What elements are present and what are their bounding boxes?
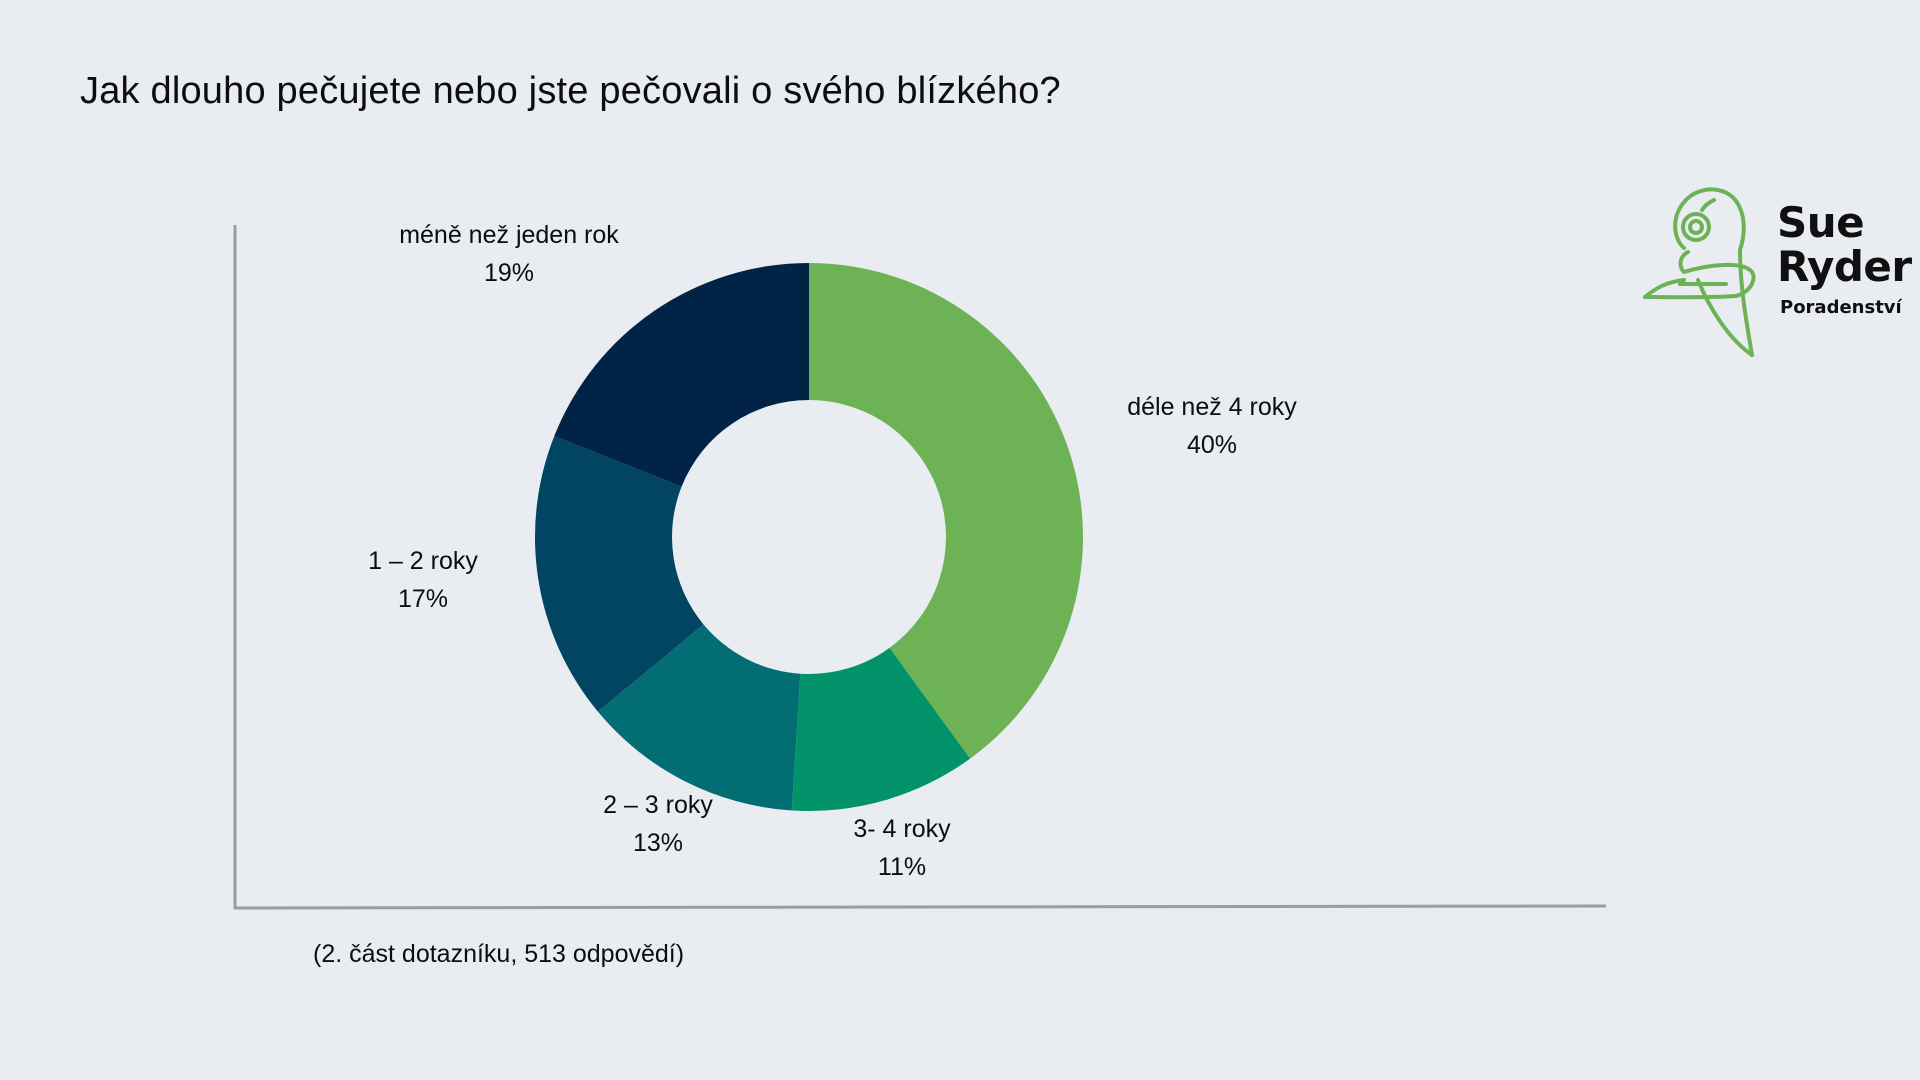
footnote: (2. část dotazníku, 513 odpovědí) (313, 940, 685, 968)
donut-slice (791, 647, 971, 811)
donut-slice (597, 624, 801, 811)
slice-value-label: 40% (1187, 431, 1237, 459)
slide-title: Jak dlouho pečujete nebo jste pečovali o… (80, 70, 1061, 112)
sue-ryder-mark-icon (1643, 187, 1756, 357)
slice-category-label: 3- 4 roky (853, 815, 951, 843)
slice-category-label: 2 – 3 roky (603, 791, 713, 819)
donut-slice (809, 263, 1083, 759)
donut-slices (535, 263, 1083, 811)
logo-subtitle: Poradenství (1780, 297, 1902, 318)
donut-slice (554, 263, 809, 487)
logo-text-sue: Sue (1777, 198, 1865, 247)
sue-ryder-logo: Sue Ryder Poradenství (1640, 180, 1912, 370)
slice-value-label: 17% (398, 585, 448, 613)
slice-value-label: 19% (484, 259, 534, 287)
slice-value-label: 13% (633, 829, 683, 857)
logo-text-ryder: Ryder (1777, 242, 1912, 291)
frame-axis-line (233, 225, 1607, 910)
donut-slice (535, 436, 704, 712)
slice-category-label: déle než 4 roky (1127, 393, 1297, 421)
slice-category-label: méně než jeden rok (399, 221, 619, 249)
slice-labels: déle než 4 roky 40% 3- 4 roky 11% 2 – 3 roky… (368, 221, 1297, 881)
slice-category-label: 1 – 2 roky (368, 547, 478, 575)
slice-value-label: 11% (878, 853, 926, 881)
